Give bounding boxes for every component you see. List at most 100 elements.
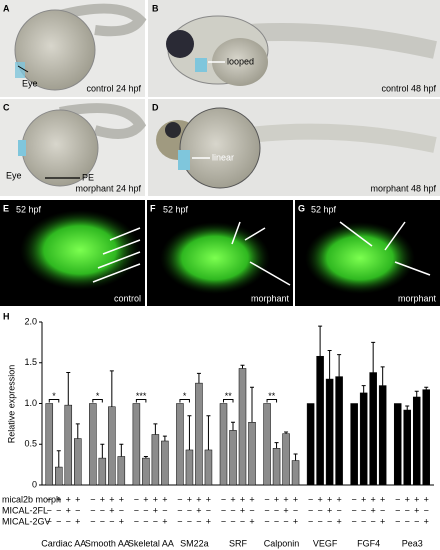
condition-label: MICAL-2FL [2, 505, 48, 515]
bar [263, 403, 271, 486]
bar [89, 403, 97, 486]
bar [325, 378, 334, 486]
error-bar [231, 421, 235, 431]
condition-sign: + [196, 505, 201, 515]
condition-sign: + [405, 494, 410, 504]
condition-sign: − [177, 505, 182, 515]
error-bar [143, 455, 148, 459]
condition-sign: − [264, 516, 269, 526]
condition-sign: + [380, 494, 385, 504]
error-bar [318, 325, 323, 357]
x-tick-label: Smooth AA [85, 538, 130, 548]
panel-d: linear D morphant 48 hpf [148, 99, 440, 196]
condition-sign: + [196, 494, 201, 504]
condition-sign: − [336, 505, 341, 515]
condition-sign: + [162, 516, 167, 526]
significance-label: ** [268, 391, 276, 401]
condition-sign: − [274, 516, 279, 526]
panel-label: G [298, 203, 305, 213]
condition-sign: + [293, 516, 298, 526]
condition-sign: − [395, 505, 400, 515]
condition-sign: + [119, 494, 124, 504]
condition-sign: − [317, 516, 322, 526]
condition-sign: + [414, 494, 419, 504]
x-tick-label: VEGF [313, 538, 338, 548]
significance-bracket [48, 399, 60, 403]
y-tick-label: 1.0 [24, 398, 37, 408]
bar [393, 403, 402, 486]
condition-sign: − [109, 516, 114, 526]
panel-label: C [3, 102, 10, 112]
bar [195, 382, 203, 486]
bar [350, 403, 358, 486]
condition-sign: − [56, 516, 61, 526]
condition-sign: − [327, 516, 332, 526]
panel-c: Eye PE C morphant 24 hpf [0, 99, 147, 196]
bar [378, 385, 387, 486]
condition-sign: + [153, 505, 158, 515]
bar [185, 449, 194, 486]
condition-sign: + [206, 516, 211, 526]
significance-bracket [223, 399, 234, 403]
condition-sign: − [134, 494, 139, 504]
x-tick-label: Cardiac AA [41, 538, 86, 548]
condition-sign: + [274, 494, 279, 504]
error-bar [380, 366, 385, 386]
error-bar [337, 354, 342, 377]
condition-sign: − [424, 505, 429, 515]
y-tick-label: 0 [32, 479, 37, 489]
annotation: PE [82, 172, 94, 182]
condition-sign: − [405, 516, 410, 526]
condition-sign: − [264, 494, 269, 504]
condition-sign: − [230, 505, 235, 515]
panel-label: H [3, 311, 10, 321]
panel-e: E 52 hpf control [0, 200, 145, 306]
bar [132, 403, 141, 486]
condition-sign: − [317, 505, 322, 515]
condition-sign: − [134, 516, 139, 526]
condition-sign: + [327, 494, 332, 504]
error-bar [100, 443, 105, 459]
condition-sign: + [327, 505, 332, 515]
condition-sign: − [352, 505, 357, 515]
error-bar [284, 431, 289, 434]
y-tick-label: 0.5 [24, 439, 37, 449]
bar [282, 433, 290, 486]
bar [369, 372, 377, 486]
x-tick-label: Skeletal AA [128, 538, 174, 548]
error-bar [361, 385, 366, 393]
condition-sign: + [380, 516, 385, 526]
error-bar [109, 370, 114, 407]
y-axis-label: Relative expression [6, 365, 16, 444]
bar [64, 404, 73, 486]
condition-sign: + [283, 505, 288, 515]
panel-f: F 52 hpf morphant [147, 200, 293, 306]
panel-b: looped B control 48 hpf [148, 0, 440, 97]
condition-sign: − [66, 516, 71, 526]
error-bar [206, 415, 211, 450]
caption: control 24 hpf [86, 83, 141, 93]
significance-label: * [96, 391, 100, 401]
bar [272, 448, 281, 486]
condition-sign: + [317, 494, 322, 504]
annotation: Eye [22, 78, 38, 88]
condition-sign: − [395, 516, 400, 526]
bar [161, 440, 169, 486]
bar [98, 457, 107, 486]
bar [108, 406, 116, 486]
condition-sign: + [293, 494, 298, 504]
condition-sign: − [90, 494, 95, 504]
condition-sign: + [371, 494, 376, 504]
bar [359, 392, 368, 486]
condition-sign: − [187, 516, 192, 526]
panel-g: G 52 hpf morphant [295, 200, 440, 306]
condition-sign: + [75, 494, 80, 504]
error-bar [250, 386, 254, 423]
condition-sign: − [153, 516, 158, 526]
bar [229, 430, 237, 486]
significance-bracket [266, 399, 278, 403]
condition-sign: − [361, 505, 366, 515]
condition-sign: − [47, 505, 52, 515]
condition-sign: + [75, 516, 80, 526]
